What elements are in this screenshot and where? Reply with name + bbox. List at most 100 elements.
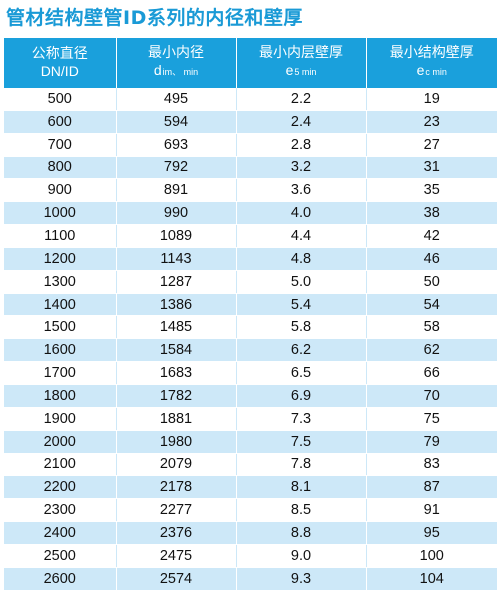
table-cell: 7.5 <box>236 430 367 454</box>
table-cell: 990 <box>116 201 237 226</box>
table-cell: 42 <box>366 224 497 248</box>
table-cell: 2100 <box>4 453 117 477</box>
table-row: 2400 2376 8.8 95 <box>4 521 497 545</box>
page-title: 管材结构壁管ID系列的内径和壁厚 <box>6 7 303 29</box>
table-body: 500 495 2.2 19 600 594 2.4 23 700 693 2.8 27 800 792 3… <box>4 88 497 591</box>
table-cell: 66 <box>366 361 497 385</box>
table-row: 2500 2475 9.0 100 <box>4 544 497 568</box>
table-header: 公称直径 DN/ID 最小内径 dim、 min 最小内层壁厚 e5 min 最… <box>4 38 497 88</box>
header-symbol-line: ec min <box>367 62 498 81</box>
table-row: 1800 1782 6.9 70 <box>4 384 497 408</box>
table-cell: 4.0 <box>236 201 367 226</box>
table-row: 1000 990 4.0 38 <box>4 201 497 226</box>
header-min-structural-wall: 最小结构壁厚 ec min <box>366 38 497 88</box>
table-cell: 91 <box>366 498 497 523</box>
header-subscript: im、 min <box>162 67 199 77</box>
table-cell: 4.8 <box>236 247 367 271</box>
table-cell: 6.9 <box>236 384 367 408</box>
table-cell: 2.2 <box>236 88 367 111</box>
table-row: 700 693 2.8 27 <box>4 133 497 157</box>
table-cell: 1900 <box>4 407 117 431</box>
table-cell: 495 <box>116 88 237 111</box>
table-cell: 1683 <box>116 361 237 385</box>
table-row: 1100 1089 4.4 42 <box>4 224 497 248</box>
table-row: 1900 1881 7.3 75 <box>4 407 497 431</box>
table-cell: 7.3 <box>236 407 367 431</box>
table-cell: 2200 <box>4 475 117 500</box>
table-cell: 5.8 <box>236 315 367 340</box>
table-row: 1300 1287 5.0 50 <box>4 270 497 294</box>
table-cell: 50 <box>366 270 497 294</box>
table-cell: 5.4 <box>236 293 367 317</box>
table-cell: 6.2 <box>236 338 367 363</box>
table-cell: 700 <box>4 133 117 157</box>
header-symbol-line: dim、 min <box>117 62 236 81</box>
table-cell: 100 <box>366 544 497 568</box>
table-cell: 2400 <box>4 521 117 545</box>
table-cell: 3.2 <box>236 156 367 180</box>
table-cell: 1800 <box>4 384 117 408</box>
table-cell: 2500 <box>4 544 117 568</box>
table-cell: 46 <box>366 247 497 271</box>
table-cell: 19 <box>366 88 497 111</box>
table-cell: 9.0 <box>236 544 367 568</box>
table-cell: 1100 <box>4 224 117 248</box>
table-cell: 800 <box>4 156 117 180</box>
table-cell: 6.5 <box>236 361 367 385</box>
table-cell: 35 <box>366 178 497 203</box>
table-cell: 2000 <box>4 430 117 454</box>
table-row: 1700 1683 6.5 66 <box>4 361 497 385</box>
table-row: 2600 2574 9.3 104 <box>4 567 497 591</box>
table-cell: 500 <box>4 88 117 111</box>
table-cell: 7.8 <box>236 453 367 477</box>
table-row: 1600 1584 6.2 62 <box>4 338 497 363</box>
table-cell: 2.4 <box>236 110 367 134</box>
table-cell: 693 <box>116 133 237 157</box>
table-cell: 1300 <box>4 270 117 294</box>
table-cell: 31 <box>366 156 497 180</box>
table-row: 2200 2178 8.1 87 <box>4 475 497 500</box>
table-cell: 1000 <box>4 201 117 226</box>
table-row: 2100 2079 7.8 83 <box>4 453 497 477</box>
table-cell: 1485 <box>116 315 237 340</box>
table-cell: 2574 <box>116 567 237 591</box>
table-cell: 2300 <box>4 498 117 523</box>
table-cell: 2277 <box>116 498 237 523</box>
table-cell: 8.8 <box>236 521 367 545</box>
table-cell: 9.3 <box>236 567 367 591</box>
table-cell: 2.8 <box>236 133 367 157</box>
table-cell: 1782 <box>116 384 237 408</box>
table-cell: 62 <box>366 338 497 363</box>
header-sublabel: DN/ID <box>40 63 79 79</box>
table-cell: 2079 <box>116 453 237 477</box>
table-cell: 2376 <box>116 521 237 545</box>
table-row: 2300 2277 8.5 91 <box>4 498 497 523</box>
table-cell: 1980 <box>116 430 237 454</box>
table-cell: 3.6 <box>236 178 367 203</box>
header-symbol: e <box>285 62 294 78</box>
table-row: 2000 1980 7.5 79 <box>4 430 497 454</box>
table-cell: 792 <box>116 156 237 180</box>
table-cell: 600 <box>4 110 117 134</box>
table-row: 1500 1485 5.8 58 <box>4 315 497 340</box>
table-cell: 1600 <box>4 338 117 363</box>
table-cell: 8.1 <box>236 475 367 500</box>
table-cell: 87 <box>366 475 497 500</box>
table-row: 600 594 2.4 23 <box>4 110 497 134</box>
table-row: 1200 1143 4.8 46 <box>4 247 497 271</box>
table-cell: 104 <box>366 567 497 591</box>
table-cell: 1700 <box>4 361 117 385</box>
table-cell: 83 <box>366 453 497 477</box>
header-symbol: e <box>416 62 425 78</box>
table-cell: 23 <box>366 110 497 134</box>
table-cell: 1500 <box>4 315 117 340</box>
table-cell: 38 <box>366 201 497 226</box>
table-cell: 79 <box>366 430 497 454</box>
table-row: 1400 1386 5.4 54 <box>4 293 497 317</box>
table-cell: 70 <box>366 384 497 408</box>
table-cell: 1200 <box>4 247 117 271</box>
table-cell: 2178 <box>116 475 237 500</box>
header-min-inner-wall: 最小内层壁厚 e5 min <box>236 38 367 88</box>
table-cell: 1386 <box>116 293 237 317</box>
spec-table: 公称直径 DN/ID 最小内径 dim、 min 最小内层壁厚 e5 min 最… <box>4 38 497 591</box>
